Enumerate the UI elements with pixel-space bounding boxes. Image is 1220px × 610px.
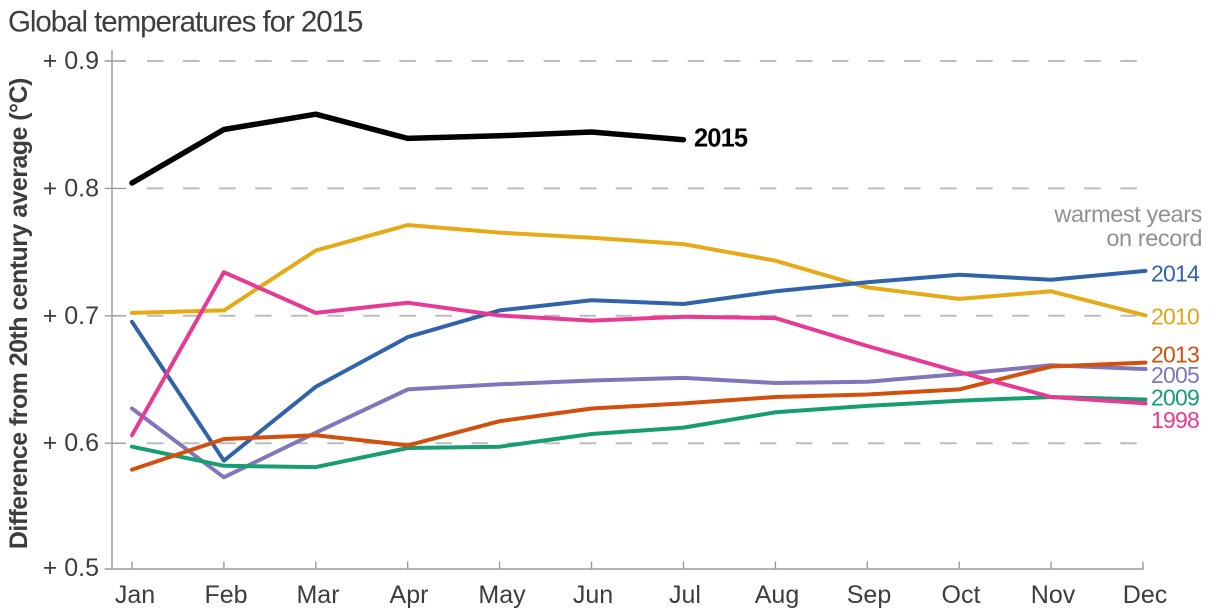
svg-text:Jul: Jul (669, 581, 701, 609)
svg-text:Sep: Sep (847, 581, 891, 609)
svg-text:+ 0.6: + 0.6 (43, 429, 99, 457)
svg-text:Jan: Jan (115, 581, 155, 609)
svg-text:2005: 2005 (1151, 362, 1199, 388)
svg-text:2009: 2009 (1151, 385, 1199, 411)
svg-text:Feb: Feb (204, 581, 247, 609)
svg-text:May: May (478, 581, 526, 609)
svg-text:on record: on record (1106, 225, 1202, 251)
svg-text:Aug: Aug (755, 581, 799, 609)
svg-text:Dec: Dec (1123, 581, 1167, 609)
svg-text:+ 0.9: + 0.9 (43, 47, 99, 75)
svg-text:+ 0.7: + 0.7 (43, 302, 99, 330)
svg-text:Global temperatures for 2015: Global temperatures for 2015 (8, 6, 363, 39)
svg-text:Mar: Mar (296, 581, 339, 609)
svg-text:2010: 2010 (1151, 304, 1199, 330)
svg-text:+ 0.5: + 0.5 (43, 554, 99, 582)
svg-text:Apr: Apr (390, 581, 429, 609)
svg-text:2015: 2015 (694, 124, 748, 152)
svg-text:Jun: Jun (573, 581, 613, 609)
svg-text:Oct: Oct (942, 581, 981, 609)
svg-text:1998: 1998 (1151, 407, 1199, 433)
svg-text:warmest years: warmest years (1053, 201, 1202, 227)
svg-text:Nov: Nov (1031, 581, 1076, 609)
svg-text:2013: 2013 (1151, 341, 1199, 367)
svg-text:Difference from 20th century a: Difference from 20th century average (°C… (5, 78, 33, 549)
svg-text:+ 0.8: + 0.8 (43, 174, 99, 202)
svg-text:2014: 2014 (1151, 260, 1200, 286)
